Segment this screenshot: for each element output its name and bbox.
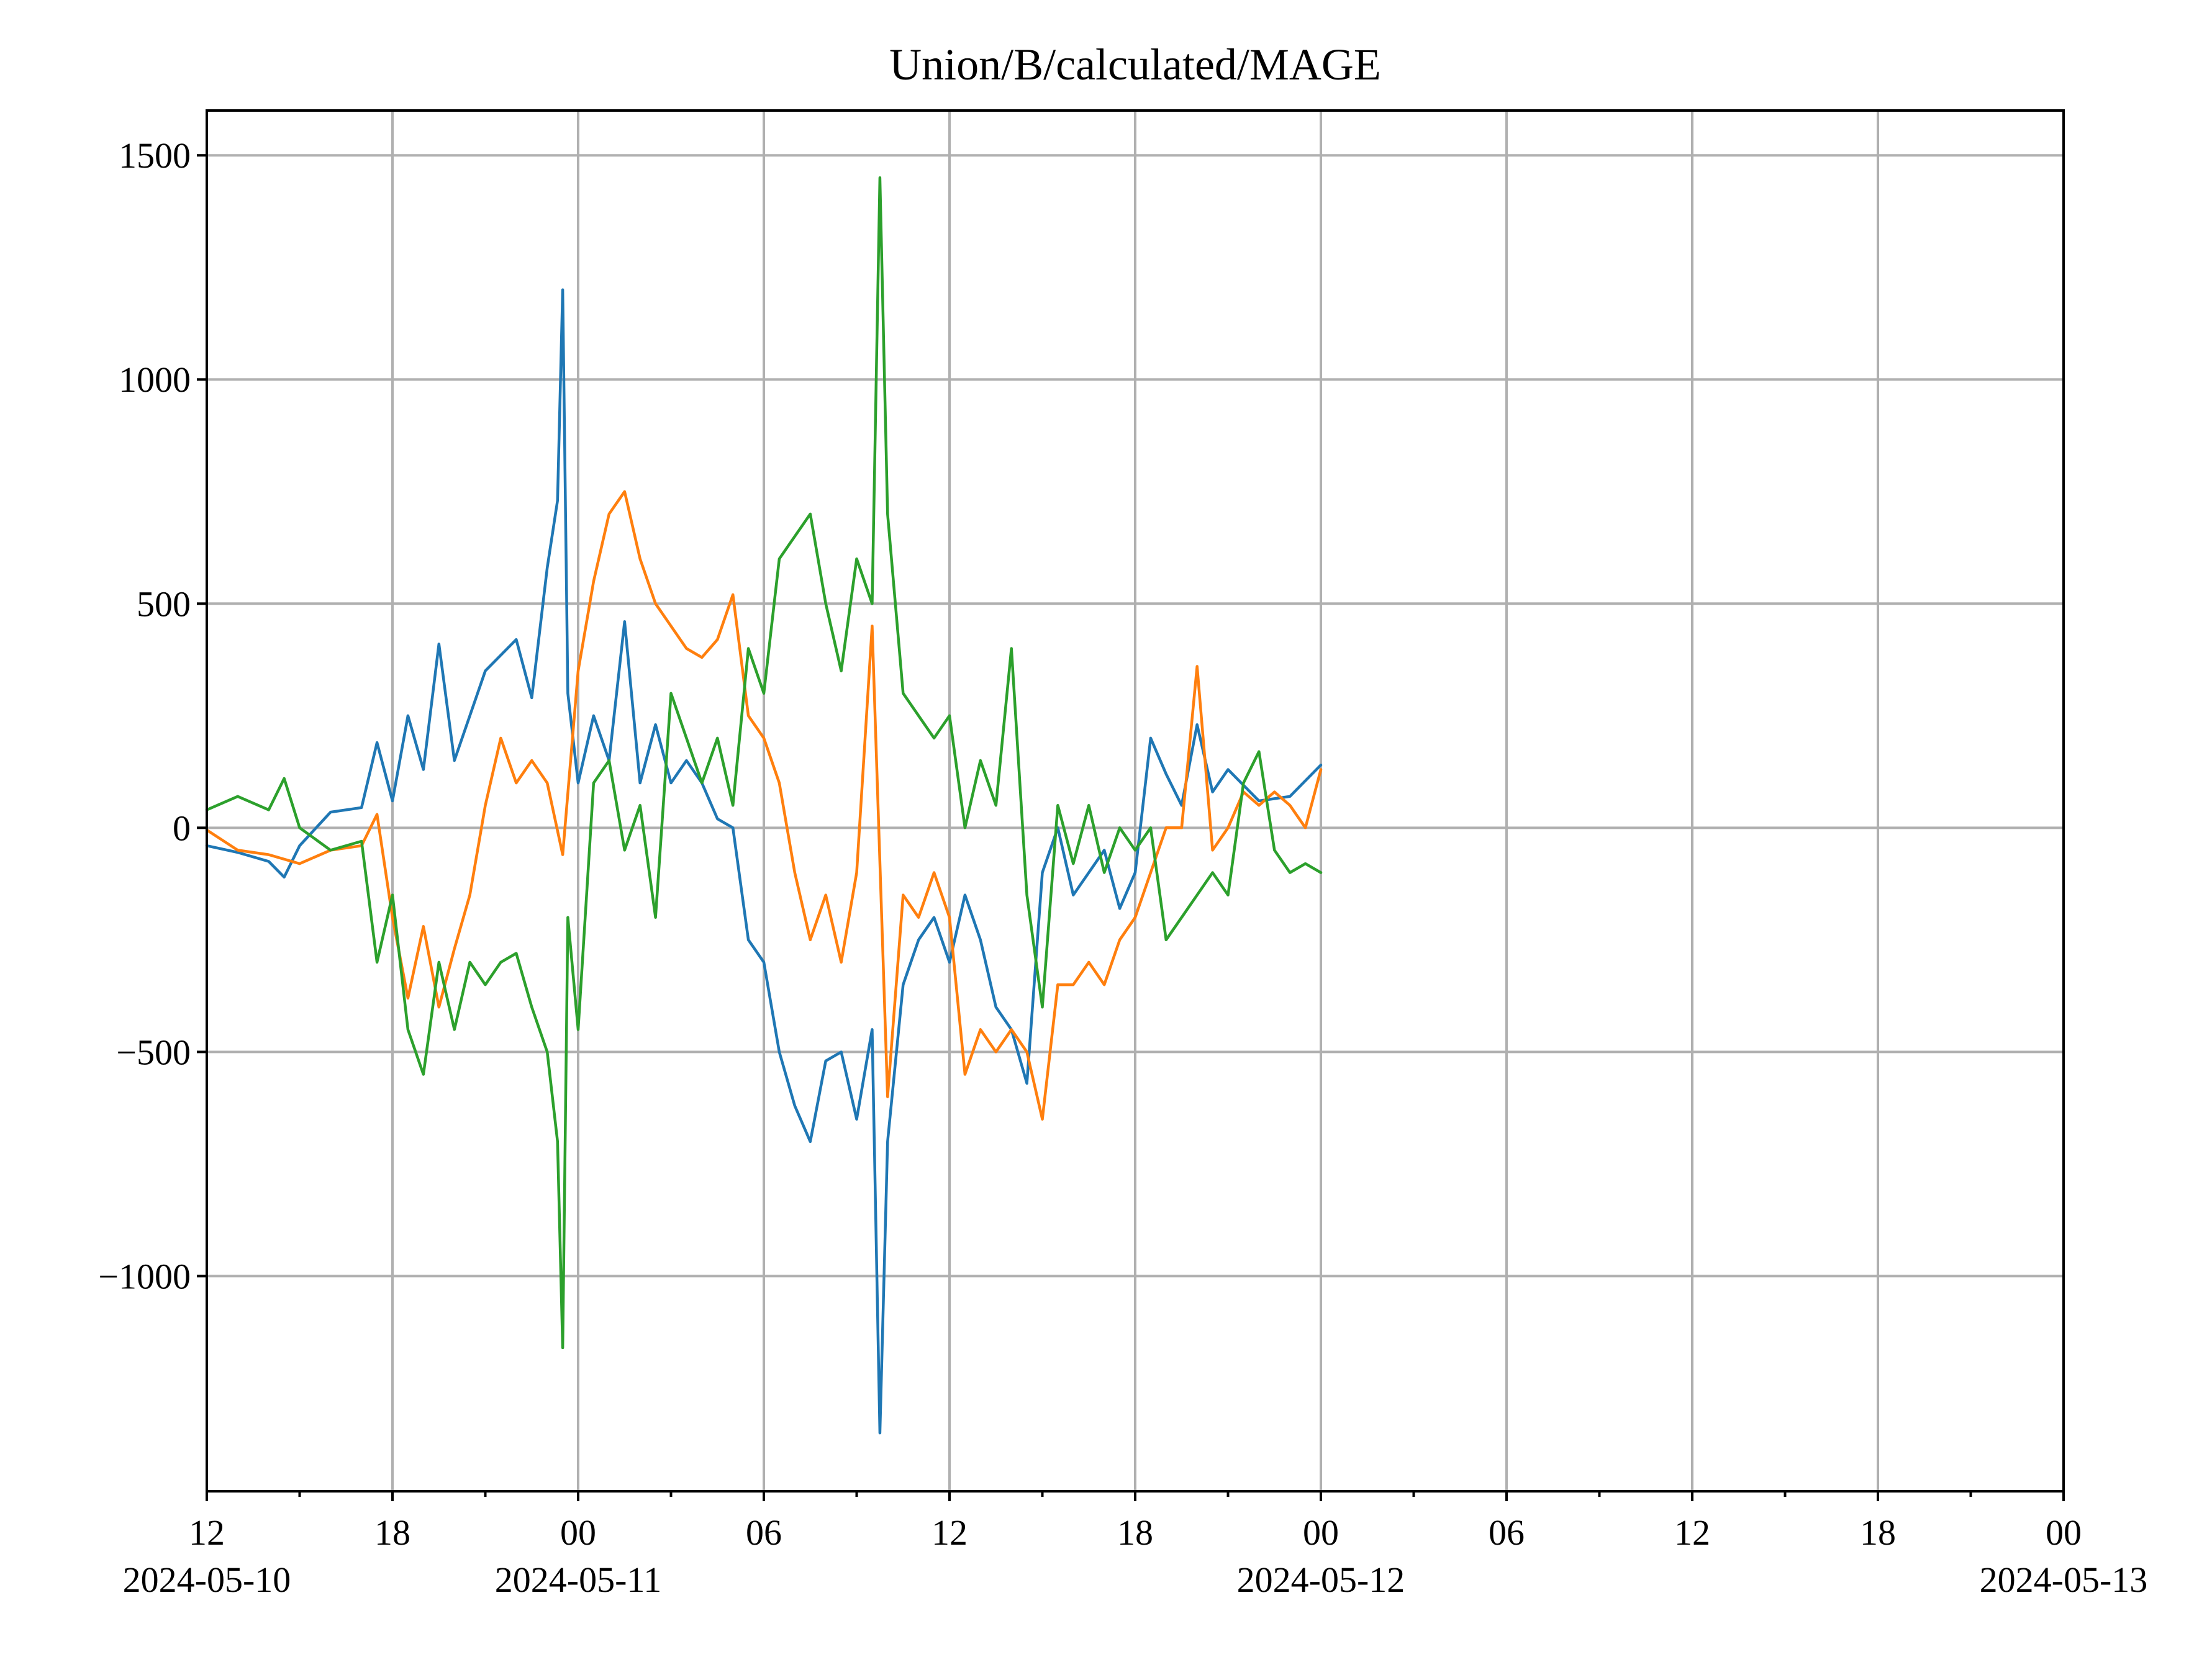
x-date-label: 2024-05-12 [1237, 1560, 1405, 1600]
grid [206, 111, 2065, 1491]
x-tick-label: 00 [1303, 1512, 1339, 1553]
x-tick-label: 12 [1674, 1512, 1710, 1553]
series-2-line [205, 490, 1323, 1121]
y-tick-label: 1500 [119, 135, 191, 176]
chart-title: Union/B/calculated/MAGE [889, 40, 1381, 89]
series-1-line [205, 288, 1323, 1435]
series-layer [205, 176, 1323, 1435]
x-date-label: 2024-05-13 [1980, 1560, 2148, 1600]
y-tick-label: −1000 [98, 1256, 191, 1296]
y-tick-label: −500 [116, 1032, 191, 1072]
y-tick-label: 500 [137, 584, 191, 624]
x-tick-label: 12 [931, 1512, 968, 1553]
x-tick-label: 12 [189, 1512, 225, 1553]
y-tick-label: 0 [173, 808, 191, 848]
x-tick-label: 00 [560, 1512, 596, 1553]
y-tick-label: 1000 [119, 359, 191, 400]
x-date-label: 2024-05-11 [495, 1560, 661, 1600]
axis-ticks [197, 154, 2065, 1501]
x-tick-label: 06 [746, 1512, 782, 1553]
x-tick-label: 06 [1489, 1512, 1525, 1553]
x-date-label: 2024-05-10 [123, 1560, 291, 1600]
x-tick-label: 18 [1860, 1512, 1896, 1553]
series-3-line [205, 176, 1323, 1350]
axis-tick-labels: 1500 1000 500 0 −500 −1000 12 2024-05-10 18 00 202… [98, 135, 2147, 1600]
x-tick-label: 18 [374, 1512, 410, 1553]
x-tick-label: 18 [1117, 1512, 1153, 1553]
x-tick-label: 00 [2046, 1512, 2082, 1553]
